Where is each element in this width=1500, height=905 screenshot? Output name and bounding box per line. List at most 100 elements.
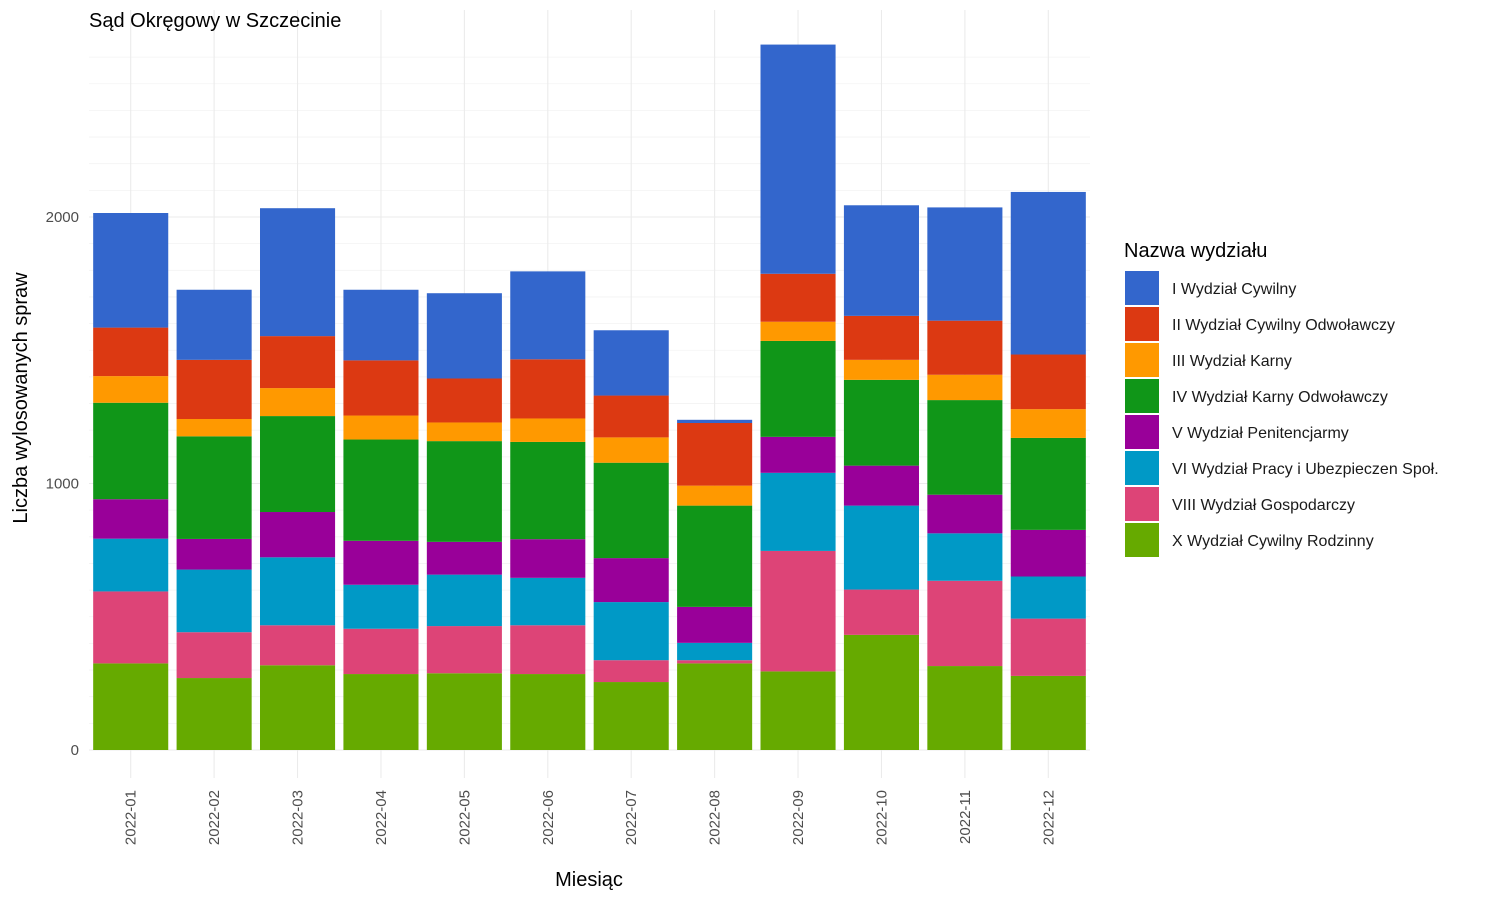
legend-label: IV Wydział Karny Odwoławczy	[1172, 389, 1388, 406]
bar-segment	[510, 577, 586, 626]
bar-segment	[760, 671, 836, 750]
axes: 0 1000 2000 2022-01 2022-02 2022-03 2022-04 202…	[46, 209, 1058, 845]
x-tick-label: 2022-08	[707, 790, 724, 845]
x-tick-label: 2022-06	[540, 790, 557, 845]
y-tick-label: 1000	[46, 476, 79, 493]
legend-label: III Wydział Karny	[1172, 353, 1292, 370]
bar-segment	[760, 550, 836, 672]
legend-key	[1125, 487, 1159, 521]
bar-segment	[843, 589, 919, 635]
bar-segment	[1010, 675, 1086, 750]
bar-segment	[677, 663, 753, 750]
x-tick-label: 2022-12	[1040, 790, 1057, 845]
bar-segment	[343, 360, 419, 416]
bar-segment	[843, 465, 919, 506]
bar-segment	[426, 378, 502, 423]
bar-segment	[510, 359, 586, 419]
bar-segment	[1010, 529, 1086, 577]
y-axis-title: Liczba wylosowanych spraw	[10, 272, 32, 524]
bar-segment	[593, 462, 669, 559]
legend-key	[1125, 343, 1159, 377]
x-tick-label: 2022-09	[790, 790, 807, 845]
legend-key	[1125, 523, 1159, 557]
bar-segment	[927, 320, 1003, 375]
bar-segment	[260, 512, 336, 558]
bar-segment	[260, 208, 336, 337]
bar-segment	[343, 584, 419, 629]
bar-segment	[426, 441, 502, 542]
bar-segment	[593, 437, 669, 463]
bar-segment	[1010, 576, 1086, 619]
x-tick-label: 2022-03	[290, 790, 307, 845]
x-tick-label: 2022-05	[456, 790, 473, 845]
bar-segment	[93, 663, 169, 750]
legend-label: II Wydział Cywilny Odwoławczy	[1172, 317, 1395, 334]
bar-segment	[927, 374, 1003, 401]
bar-segment	[510, 441, 586, 540]
bar-segment	[843, 379, 919, 466]
bar-segment	[260, 416, 336, 513]
bar-segment	[426, 626, 502, 674]
bar-segment	[343, 540, 419, 585]
bar-segment	[760, 44, 836, 274]
bar-segment	[927, 207, 1003, 321]
x-axis-title: Miesiąc	[555, 869, 623, 891]
bar-segment	[927, 533, 1003, 581]
bars	[93, 44, 1086, 750]
bar-segment	[176, 419, 252, 437]
bar-segment	[510, 418, 586, 442]
legend-key	[1125, 451, 1159, 485]
legend-label: V Wydział Penitencjarmy	[1172, 425, 1349, 442]
y-tick-label: 2000	[46, 209, 79, 226]
bar-segment	[843, 634, 919, 750]
bar-segment	[93, 402, 169, 500]
bar-segment	[426, 574, 502, 627]
bar-segment	[843, 205, 919, 316]
bar-segment	[1010, 618, 1086, 676]
bar-segment	[927, 666, 1003, 750]
legend-label: X Wydział Cywilny Rodzinny	[1172, 533, 1374, 550]
bar-segment	[343, 628, 419, 675]
bar-segment	[93, 538, 169, 592]
bar-segment	[510, 674, 586, 750]
x-tick-label: 2022-04	[373, 790, 390, 845]
bar-segment	[1010, 354, 1086, 410]
bar-segment	[176, 289, 252, 360]
x-tick-label: 2022-01	[123, 790, 140, 845]
bar-segment	[176, 632, 252, 679]
bar-segment	[426, 673, 502, 750]
bar-segment	[176, 569, 252, 633]
bar-segment	[426, 293, 502, 379]
legend-key	[1125, 415, 1159, 449]
bar-segment	[260, 388, 336, 417]
bar-segment	[593, 602, 669, 661]
bar-segment	[93, 376, 169, 403]
legend-key	[1125, 307, 1159, 341]
bar-segment	[677, 642, 753, 661]
bar-segment	[260, 336, 336, 389]
bar-segment	[260, 557, 336, 626]
bar-segment	[93, 499, 169, 539]
x-tick-label: 2022-02	[206, 790, 223, 845]
bar-segment	[93, 213, 169, 328]
bar-segment	[760, 436, 836, 473]
legend-label: VI Wydział Pracy i Ubezpieczen Społ.	[1172, 461, 1439, 478]
legend: Nazwa wydziału I Wydział Cywilny II Wydzi…	[1124, 240, 1439, 557]
bar-segment	[510, 539, 586, 578]
legend-label: VIII Wydział Gospodarczy	[1172, 497, 1355, 514]
bar-segment	[760, 472, 836, 551]
bar-segment	[260, 625, 336, 666]
bar-segment	[1010, 191, 1086, 355]
bar-segment	[677, 660, 753, 664]
y-tick-label: 0	[71, 742, 79, 759]
bar-segment	[677, 485, 753, 506]
legend-key	[1125, 379, 1159, 413]
bar-segment	[260, 665, 336, 750]
bar-segment	[760, 321, 836, 341]
bar-segment	[593, 330, 669, 396]
bar-segment	[426, 422, 502, 442]
bar-segment	[593, 682, 669, 750]
bar-segment	[677, 423, 753, 486]
bar-segment	[343, 674, 419, 750]
bar-segment	[677, 606, 753, 643]
